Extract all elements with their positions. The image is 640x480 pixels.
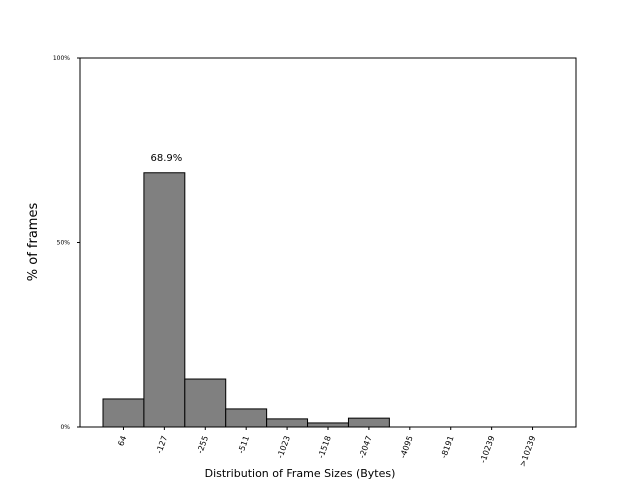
x-tick-label: -2047 [357,435,373,460]
bar [307,422,349,428]
x-axis-title: Distribution of Frame Sizes (Bytes) [205,467,396,480]
x-tick-label: 64 [116,435,128,448]
x-tick-label: -4095 [398,435,414,460]
y-tick-label: 0% [60,424,70,431]
bar [184,378,227,428]
x-tick-label: -255 [195,435,210,455]
y-axis-title: % of frames [26,203,41,282]
x-tick-label: -1023 [276,435,292,460]
x-tick-label: -127 [155,435,170,455]
x-tick-label: -10239 [478,435,496,465]
bar [102,398,145,428]
x-tick-label: >10239 [518,435,537,468]
x-tick-label: -8191 [439,435,455,460]
bar [266,418,309,428]
bar [347,417,390,428]
bar [143,172,186,428]
y-tick-label: 100% [53,55,70,62]
x-tick-label: -1518 [316,435,332,460]
value-label: 68.9% [150,153,182,164]
x-tick-label: -511 [236,435,251,455]
bar [225,408,268,428]
y-tick-label: 50% [57,240,71,247]
